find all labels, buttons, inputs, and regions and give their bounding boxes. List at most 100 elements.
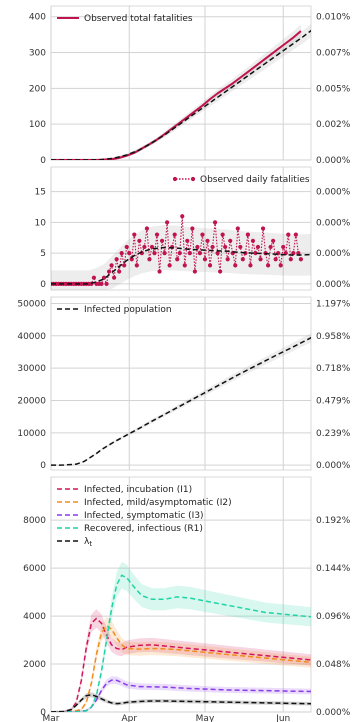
data-point (210, 244, 215, 250)
series-line-observed-total-fatalities (51, 30, 302, 160)
data-point (185, 238, 190, 243)
data-point (225, 257, 230, 262)
x-tick-label-may: May (196, 714, 215, 722)
y-tick-label: 10 (35, 218, 47, 228)
data-point (281, 244, 286, 250)
panel-1: 0 100 200 300 400 0.000% 0.002% 0.005% 0.007% 0.0… (29, 5, 351, 166)
legend-marker (190, 176, 196, 182)
panel-frame (50, 296, 312, 471)
data-point (129, 257, 134, 262)
data-point (212, 220, 218, 225)
y-tick-label: 400 (29, 13, 46, 23)
data-point (273, 257, 278, 262)
plot-area (51, 333, 311, 466)
panel-4: 0 2000 4000 6000 8000 0.000% 0.048% 0.096% 0.144… (23, 476, 351, 718)
data-point (159, 238, 165, 243)
band-model-1 (51, 24, 311, 160)
data-point (157, 269, 162, 274)
data-point (215, 251, 220, 256)
legend-label: Infected population (84, 305, 172, 315)
panel-frame (50, 166, 312, 291)
legend-subscript: t (89, 540, 92, 548)
y2-tick-label: 0.010% (316, 13, 351, 23)
data-point (91, 275, 97, 280)
y2-tick-label: 0.479% (316, 396, 351, 406)
data-point (165, 220, 170, 225)
data-point (142, 244, 147, 250)
series-line-infected-symptomatic-i3- (51, 679, 311, 712)
band-observed-total-fatalities (51, 24, 301, 160)
data-point (200, 232, 205, 237)
y-tick-label: 20000 (17, 396, 46, 406)
legend-label: Infected, mild/asymptomatic (I2) (84, 498, 232, 508)
y2-tick-label: 0.007% (316, 49, 351, 59)
data-point (235, 226, 240, 231)
data-point (104, 281, 109, 286)
y2-tick-label: 0.096% (316, 612, 351, 622)
plot-area (51, 562, 311, 712)
data-point (296, 251, 301, 256)
y2-tick-label: 0.000% (316, 249, 351, 259)
band-infected-mild-asymptomatic-i2- (51, 616, 311, 712)
band-infected-population (51, 333, 311, 466)
data-point (238, 244, 243, 250)
y-tick-label: 10000 (17, 429, 46, 439)
data-point (197, 251, 203, 256)
data-point (233, 263, 238, 268)
data-point (271, 238, 276, 243)
series-line-model-fit (51, 246, 311, 285)
data-point (205, 238, 210, 243)
y-tick-label: 0 (40, 461, 46, 471)
legend-marker (172, 176, 178, 182)
data-point (147, 257, 152, 262)
y-tick-label: 0 (40, 708, 46, 718)
data-point (192, 269, 197, 274)
data-point (248, 263, 253, 268)
legend-label: λt (84, 537, 92, 548)
data-point (172, 232, 177, 237)
data-point (187, 251, 192, 256)
data-point (154, 232, 160, 237)
y2-tick-label: 0.002% (316, 120, 351, 130)
data-point (134, 263, 139, 268)
data-point (253, 251, 258, 256)
y2-tick-label: 0.958% (316, 332, 351, 342)
y-tick-label: 4000 (23, 612, 46, 622)
series-line-model-fit (51, 29, 311, 160)
panel-2: 0 5 10 15 0.000% 0.000% 0.000% 0.000% Observed d… (35, 166, 351, 291)
data-point (167, 263, 172, 268)
data-point (190, 226, 195, 231)
legend-label: Recovered, infectious (R1) (84, 524, 203, 534)
band-model-1 (51, 224, 311, 290)
plot-area (51, 214, 311, 290)
y-tick-label: 100 (29, 120, 46, 130)
data-point (202, 257, 208, 262)
data-point (218, 269, 223, 274)
data-point (278, 263, 283, 268)
data-point (132, 232, 137, 237)
plot-area (51, 24, 311, 160)
y2-tick-label: 0.000% (316, 708, 351, 718)
legend-label: Observed daily fatalities (200, 175, 310, 185)
y2-tick-label: 0.718% (316, 364, 351, 374)
data-point (117, 269, 122, 274)
data-point (109, 263, 114, 268)
y-tick-label: 0 (40, 280, 46, 290)
data-point (255, 244, 261, 250)
data-point (240, 257, 245, 262)
data-point (220, 232, 225, 237)
x-tick-label-jun: Jun (275, 714, 290, 722)
data-point (127, 251, 132, 256)
data-point (258, 257, 263, 262)
series-line-recovered-infectious-r1- (51, 574, 311, 712)
data-point (182, 263, 187, 268)
data-point (260, 226, 266, 231)
y-tick-label: 300 (29, 49, 46, 59)
y-tick-label: 5 (40, 249, 46, 259)
data-point (122, 263, 127, 268)
series-line-infected-mild-asymptomatic-i2- (51, 624, 311, 712)
band-recovered-infectious-r1- (51, 562, 311, 712)
y2-tick-label: 0.144% (316, 564, 351, 574)
y-tick-label: 200 (29, 84, 46, 94)
y2-tick-label: 0.239% (316, 429, 351, 439)
